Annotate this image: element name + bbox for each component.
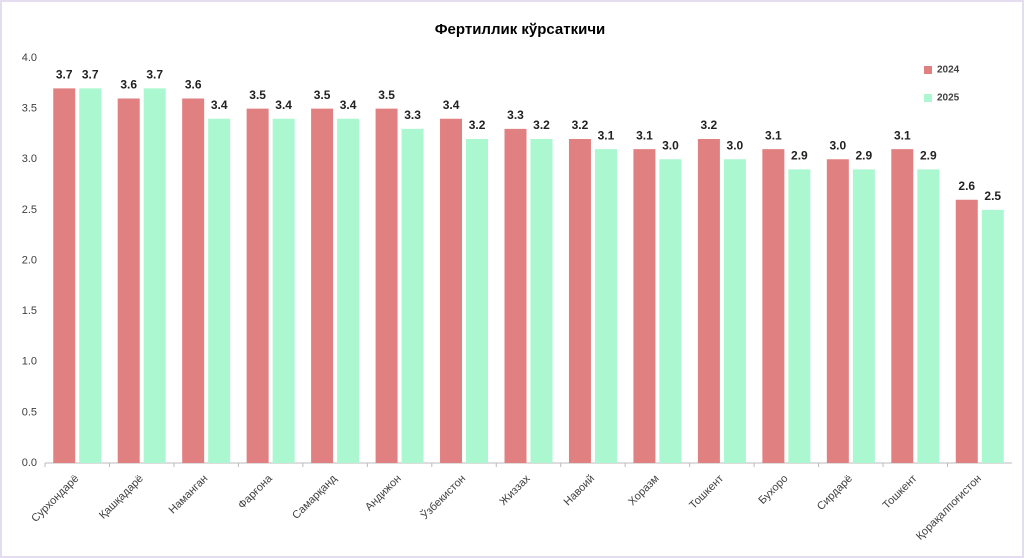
y-tick-label: 1.0 <box>22 356 37 368</box>
y-tick-label: 0.0 <box>22 457 37 469</box>
bar <box>530 139 553 463</box>
value-label: 3.2 <box>533 118 550 132</box>
value-label: 3.6 <box>185 78 202 92</box>
bar <box>594 149 617 463</box>
value-label: 3.0 <box>727 138 744 152</box>
y-tick-label: 0.5 <box>22 406 37 418</box>
bar <box>762 149 785 463</box>
bar <box>891 149 914 463</box>
bar <box>440 118 463 463</box>
bar <box>917 169 940 463</box>
value-label: 2.5 <box>984 189 1001 203</box>
y-tick-label: 3.5 <box>22 103 37 115</box>
y-tick-label: 1.5 <box>22 305 37 317</box>
value-label: 3.7 <box>82 68 99 82</box>
chart-title: Фертиллик кўрсаткичи <box>435 21 606 38</box>
value-label: 2.9 <box>855 149 872 163</box>
value-label: 3.4 <box>211 98 228 112</box>
legend-swatch <box>924 66 932 74</box>
value-label: 3.7 <box>146 68 163 82</box>
bar <box>852 169 875 463</box>
bar <box>697 139 720 463</box>
bar <box>143 88 166 463</box>
value-label: 3.5 <box>378 88 395 102</box>
bar <box>53 88 76 463</box>
bar <box>568 139 591 463</box>
y-tick-label: 2.5 <box>22 204 37 216</box>
bar <box>981 209 1004 463</box>
bar <box>337 118 360 463</box>
value-label: 3.4 <box>443 98 460 112</box>
bar <box>723 159 746 463</box>
value-label: 3.2 <box>572 118 589 132</box>
value-label: 3.3 <box>404 108 421 122</box>
value-label: 3.5 <box>249 88 266 102</box>
value-label: 3.2 <box>469 118 486 132</box>
bar <box>788 169 811 463</box>
legend-label: 2024 <box>937 65 960 76</box>
value-label: 3.0 <box>829 138 846 152</box>
bar <box>117 98 140 463</box>
bar <box>182 98 205 463</box>
bar <box>466 139 489 463</box>
bar <box>208 118 231 463</box>
bar <box>504 128 527 463</box>
bar <box>826 159 849 463</box>
value-label: 3.7 <box>56 68 73 82</box>
value-label: 3.6 <box>120 78 137 92</box>
value-label: 3.3 <box>507 108 524 122</box>
value-label: 3.1 <box>598 128 615 142</box>
value-label: 3.4 <box>340 98 357 112</box>
value-label: 3.2 <box>701 118 718 132</box>
bar <box>272 118 295 463</box>
bar <box>633 149 656 463</box>
bar <box>246 108 269 463</box>
bar <box>401 128 424 463</box>
y-tick-label: 2.0 <box>22 254 37 266</box>
value-label: 3.0 <box>662 138 679 152</box>
value-label: 3.1 <box>894 128 911 142</box>
value-label: 2.6 <box>958 179 975 193</box>
legend-swatch <box>924 94 932 102</box>
legend-label: 2025 <box>937 93 960 104</box>
value-label: 2.9 <box>791 149 808 163</box>
y-tick-label: 4.0 <box>22 52 37 64</box>
bar <box>375 108 398 463</box>
value-label: 3.4 <box>275 98 292 112</box>
value-label: 2.9 <box>920 149 937 163</box>
bar <box>79 88 102 463</box>
bar <box>955 199 978 463</box>
bar <box>659 159 682 463</box>
value-label: 3.5 <box>314 88 331 102</box>
value-label: 3.1 <box>636 128 653 142</box>
y-tick-label: 3.0 <box>22 153 37 165</box>
value-label: 3.1 <box>765 128 782 142</box>
bar <box>311 108 334 463</box>
